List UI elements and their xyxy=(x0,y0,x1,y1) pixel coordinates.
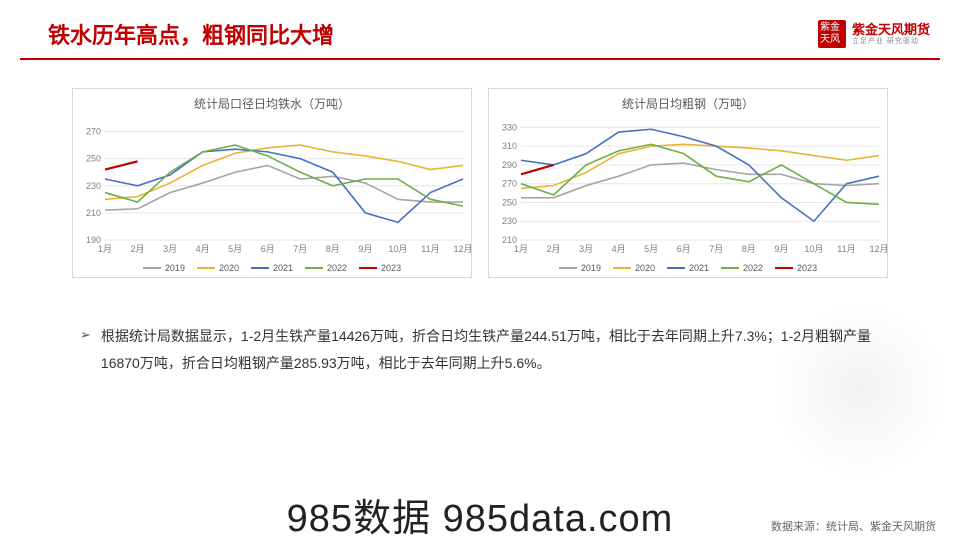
svg-text:6月: 6月 xyxy=(261,244,275,254)
logo-sub-text: 立足产业 研究驱动 xyxy=(852,38,930,45)
svg-text:8月: 8月 xyxy=(326,244,340,254)
chart-iron-legend: 20192020202120222023 xyxy=(73,263,471,273)
svg-text:12月: 12月 xyxy=(453,244,471,254)
svg-text:9月: 9月 xyxy=(358,244,372,254)
svg-text:5月: 5月 xyxy=(644,244,658,254)
svg-text:270: 270 xyxy=(86,127,101,137)
charts-container: 统计局口径日均铁水（万吨） 1902102302502701月2月3月4月5月6… xyxy=(0,88,960,278)
company-logo: 紫金天风 紫金天风期货 立足产业 研究驱动 xyxy=(818,20,930,48)
svg-text:2月: 2月 xyxy=(131,244,145,254)
svg-text:7月: 7月 xyxy=(293,244,307,254)
chart-iron-svg: 1902102302502701月2月3月4月5月6月7月8月9月10月11月1… xyxy=(73,112,471,260)
data-source: 数据来源：统计局、紫金天风期货 xyxy=(771,518,936,534)
svg-text:330: 330 xyxy=(502,122,517,132)
svg-text:250: 250 xyxy=(86,154,101,164)
svg-text:11月: 11月 xyxy=(421,244,439,254)
chart-iron-title: 统计局口径日均铁水（万吨） xyxy=(73,95,471,112)
slide-title: 铁水历年高点，粗钢同比大增 xyxy=(48,18,334,50)
chart-iron: 统计局口径日均铁水（万吨） 1902102302502701月2月3月4月5月6… xyxy=(72,88,472,278)
logo-main-text: 紫金天风期货 xyxy=(852,23,930,36)
body-text-block: ➢ 根据统计局数据显示，1-2月生铁产量14426万吨，折合日均生铁产量244.… xyxy=(80,323,880,376)
svg-text:1月: 1月 xyxy=(98,244,112,254)
svg-text:9月: 9月 xyxy=(774,244,788,254)
chart-steel-legend: 20192020202120222023 xyxy=(489,263,887,273)
svg-text:10月: 10月 xyxy=(804,244,823,254)
svg-text:230: 230 xyxy=(502,216,517,226)
svg-text:290: 290 xyxy=(502,160,517,170)
svg-text:7月: 7月 xyxy=(709,244,723,254)
svg-text:8月: 8月 xyxy=(742,244,756,254)
bullet-item: ➢ 根据统计局数据显示，1-2月生铁产量14426万吨，折合日均生铁产量244.… xyxy=(80,323,880,376)
svg-text:11月: 11月 xyxy=(837,244,855,254)
svg-text:270: 270 xyxy=(502,179,517,189)
svg-text:4月: 4月 xyxy=(196,244,210,254)
svg-text:2月: 2月 xyxy=(547,244,561,254)
chart-steel: 统计局日均粗钢（万吨） 2102302502702903103301月2月3月4… xyxy=(488,88,888,278)
svg-text:10月: 10月 xyxy=(388,244,407,254)
svg-text:3月: 3月 xyxy=(163,244,177,254)
svg-text:250: 250 xyxy=(502,197,517,207)
svg-text:3月: 3月 xyxy=(579,244,593,254)
bullet-text: 根据统计局数据显示，1-2月生铁产量14426万吨，折合日均生铁产量244.51… xyxy=(101,323,880,376)
svg-text:6月: 6月 xyxy=(677,244,691,254)
svg-text:12月: 12月 xyxy=(869,244,887,254)
svg-text:310: 310 xyxy=(502,141,517,151)
logo-text-group: 紫金天风期货 立足产业 研究驱动 xyxy=(852,23,930,45)
svg-text:230: 230 xyxy=(86,181,101,191)
svg-text:5月: 5月 xyxy=(228,244,242,254)
chart-steel-svg: 2102302502702903103301月2月3月4月5月6月7月8月9月1… xyxy=(489,112,887,260)
svg-text:1月: 1月 xyxy=(514,244,528,254)
header-divider xyxy=(20,58,940,60)
svg-text:4月: 4月 xyxy=(612,244,626,254)
svg-text:210: 210 xyxy=(86,208,101,218)
chart-steel-title: 统计局日均粗钢（万吨） xyxy=(489,95,887,112)
watermark-text: 985数据 985data.com xyxy=(287,487,674,540)
logo-seal-icon: 紫金天风 xyxy=(818,20,846,48)
slide-header: 铁水历年高点，粗钢同比大增 紫金天风 紫金天风期货 立足产业 研究驱动 xyxy=(0,0,960,58)
bullet-arrow-icon: ➢ xyxy=(80,323,91,376)
